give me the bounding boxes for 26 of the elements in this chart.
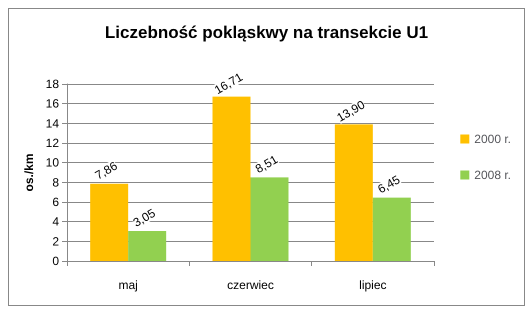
bar (212, 96, 250, 261)
y-tick-label: 6 (52, 195, 60, 209)
bar (90, 184, 128, 261)
bar (250, 177, 288, 261)
data-label: 3,05 (130, 206, 158, 230)
x-tick-label: czerwiec (227, 278, 274, 292)
data-label: 7,86 (92, 158, 120, 182)
y-tick-label: 0 (52, 254, 60, 268)
y-axis-title: os./km (22, 153, 36, 192)
y-tick-label: 18 (46, 77, 60, 91)
y-tick-label: 16 (46, 96, 60, 111)
data-label: 8,51 (252, 152, 280, 176)
y-tick-label: 8 (52, 175, 60, 190)
y-tick-label: 10 (46, 156, 60, 170)
legend-label: 2008 r. (474, 168, 512, 182)
y-tick-label: 12 (46, 136, 60, 150)
chart-title: Liczebność pokląskwy na transekcie U1 (104, 23, 428, 42)
y-tick-label: 14 (46, 116, 60, 130)
y-tick-label: 2 (52, 234, 60, 248)
x-tick-label: lipiec (359, 278, 387, 292)
bar (372, 198, 411, 261)
data-label: 6,45 (375, 172, 403, 196)
legend-label: 2000 r. (474, 132, 512, 146)
y-tick-label: 4 (52, 214, 60, 229)
x-tick-label: maj (118, 278, 138, 292)
bar (128, 231, 166, 261)
